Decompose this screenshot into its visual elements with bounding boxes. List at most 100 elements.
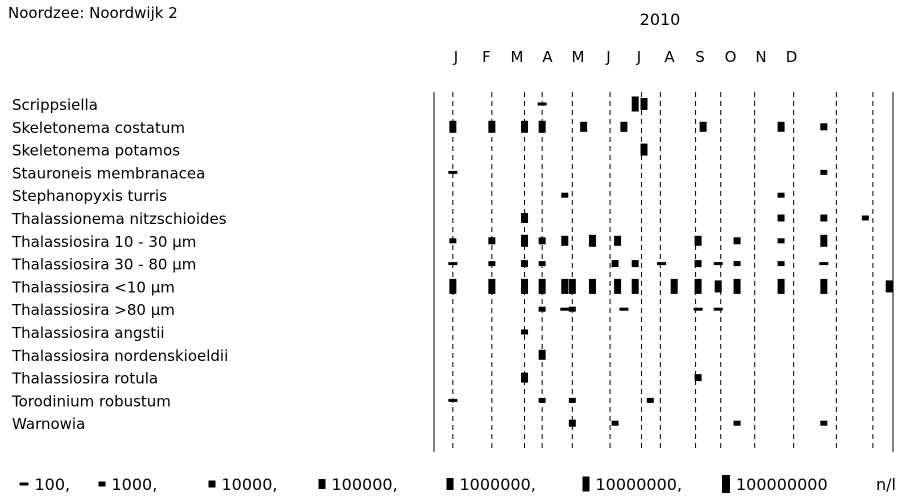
observation-mark (448, 170, 458, 174)
chart-title: Noordzee: Noordwijk 2 (8, 4, 178, 22)
species-label: Thalassiosira 30 - 80 µm (11, 256, 196, 274)
observation-mark (568, 306, 576, 312)
species-label: Torodinium robustum (11, 392, 171, 410)
species-label: Thalassiosira <10 µm (11, 278, 175, 296)
observation-mark (699, 121, 707, 132)
legend-label: 10000000, (596, 475, 683, 494)
legend-label: 1000, (112, 475, 158, 494)
month-label: J (636, 48, 641, 66)
legend-mark (208, 480, 216, 488)
observation-mark (819, 262, 829, 266)
legend-mark (19, 482, 29, 486)
species-label: Thalassiosira nordenskioeldii (11, 347, 228, 365)
observation-mark (614, 278, 622, 294)
observation-mark (631, 96, 639, 112)
legend: 100, 1000, 10000, 100000, 1000000, 10000000, 1… (19, 475, 896, 494)
legend-label: 100000000 (736, 475, 828, 494)
legend-label: 100000, (332, 475, 398, 494)
observation-mark (521, 278, 529, 294)
legend-label: 10000, (222, 475, 278, 494)
month-label: M (572, 48, 585, 66)
month-label: N (755, 48, 766, 66)
observation-mark (619, 307, 629, 311)
observation-mark (670, 278, 678, 294)
observation-mark (448, 398, 458, 402)
observation-mark (449, 238, 457, 244)
observation-mark (657, 262, 667, 266)
observation-mark (521, 260, 529, 268)
species-label: Thalassionema nitzschioides (11, 210, 227, 228)
observation-mark (820, 420, 828, 426)
observation-mark (611, 260, 619, 268)
observation-mark (538, 278, 546, 294)
observation-marks (448, 96, 893, 427)
observation-mark (694, 260, 702, 268)
legend-label: 1000000, (460, 475, 536, 494)
observation-mark (640, 98, 648, 110)
observation-mark (777, 278, 785, 294)
observation-mark (580, 121, 588, 132)
observation-mark (538, 120, 546, 133)
legend-mark (582, 476, 590, 492)
observation-mark (693, 307, 703, 311)
month-label: A (542, 48, 553, 66)
observation-mark (521, 234, 529, 247)
month-label: J (605, 48, 610, 66)
observation-mark (588, 234, 596, 247)
observation-mark (694, 374, 702, 382)
observation-mark (561, 192, 569, 198)
species-label: Stephanopyxis turris (12, 187, 167, 205)
observation-mark (820, 234, 828, 247)
observation-mark (561, 278, 569, 294)
month-label: J (453, 48, 458, 66)
species-labels: Scrippsiella Skeletonema costatum Skeleton… (11, 96, 228, 433)
observation-mark (777, 121, 785, 132)
species-label: Warnowia (12, 415, 85, 433)
observation-mark (820, 278, 828, 294)
observation-mark (777, 192, 785, 198)
observation-mark (777, 261, 785, 267)
observation-mark (694, 278, 702, 294)
legend-label: 100, (35, 475, 71, 494)
observation-mark (538, 349, 546, 360)
observation-mark (631, 278, 639, 294)
observation-mark (733, 237, 741, 245)
observation-mark (488, 120, 496, 133)
observation-mark (449, 278, 457, 294)
observation-mark (820, 169, 828, 175)
species-label: Thalassiosira >80 µm (11, 301, 175, 319)
observation-mark (561, 235, 569, 246)
observation-mark (488, 261, 496, 267)
month-label: S (695, 48, 705, 66)
observation-mark (820, 123, 828, 131)
observation-mark (488, 237, 496, 245)
observation-mark (714, 280, 722, 293)
observation-mark (488, 278, 496, 294)
observation-mark (448, 262, 458, 266)
species-label: Skeletonema costatum (12, 119, 185, 137)
observation-mark (713, 262, 723, 266)
year-label: 2010 (640, 10, 681, 29)
legend-unit: n/l (876, 475, 896, 494)
species-label: Stauroneis membranacea (12, 164, 205, 182)
observation-mark (614, 235, 622, 246)
month-label: O (725, 48, 737, 66)
species-label: Scrippsiella (12, 96, 98, 114)
observation-mark (646, 397, 654, 403)
legend-mark (98, 481, 106, 487)
observation-mark (777, 214, 785, 222)
species-label: Thalassiosira 10 - 30 µm (11, 233, 196, 251)
observation-mark (568, 419, 576, 427)
observation-mark (861, 215, 869, 221)
observation-mark (568, 397, 576, 403)
species-label: Skeletonema potamos (12, 142, 180, 160)
observation-mark (538, 306, 546, 312)
observation-mark (560, 307, 570, 311)
observation-mark (568, 278, 576, 294)
observation-mark (733, 261, 741, 267)
observation-mark (521, 372, 529, 383)
legend-mark (318, 479, 326, 489)
observation-mark (521, 120, 529, 133)
